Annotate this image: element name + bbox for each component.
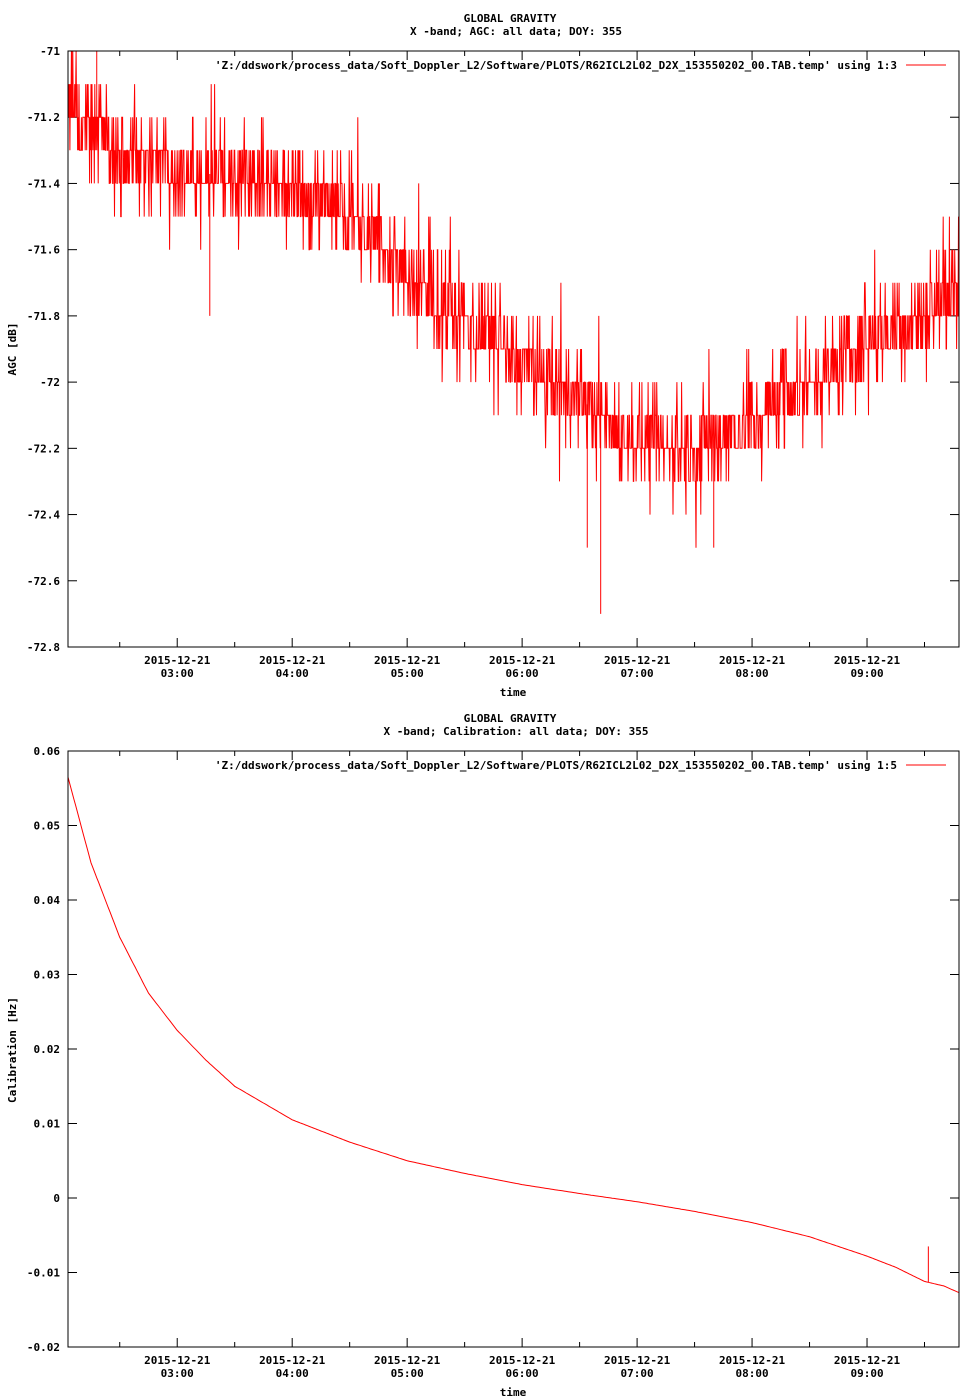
agc-y-tick-label: -72 [40, 376, 60, 389]
calibration-y-tick-label: -0.02 [27, 1341, 60, 1354]
calibration-y-tick-label: 0 [53, 1192, 60, 1205]
calibration-x-tick-time-label: 06:00 [506, 1367, 539, 1380]
agc-x-tick-date-label: 2015-12-21 [604, 654, 671, 667]
agc-y-tick-label: -71.8 [27, 310, 60, 323]
agc-y-tick-label: -72.6 [27, 575, 60, 588]
agc-y-tick-label: -71.6 [27, 244, 60, 257]
agc-y-tick-label: -72.4 [27, 509, 60, 522]
agc-x-tick-date-label: 2015-12-21 [489, 654, 556, 667]
agc-x-tick-date-label: 2015-12-21 [144, 654, 211, 667]
calibration-x-tick-time-label: 04:00 [276, 1367, 309, 1380]
calibration-chart: GLOBAL GRAVITY X -band; Calibration: all… [6, 712, 960, 1399]
agc-plot-frame [67, 50, 960, 648]
calibration-x-tick-date-label: 2015-12-21 [834, 1354, 901, 1367]
agc-x-tick-time-label: 09:00 [850, 667, 883, 680]
agc-y-tick-label: -71.2 [27, 111, 60, 124]
calibration-x-tick-date-label: 2015-12-21 [374, 1354, 441, 1367]
calibration-x-tick-date-label: 2015-12-21 [719, 1354, 786, 1367]
calibration-x-tick-time-label: 05:00 [391, 1367, 424, 1380]
calibration-y-tick-label: 0.05 [34, 820, 61, 833]
agc-chart: GLOBAL GRAVITY X -band; AGC: all data; D… [6, 12, 960, 699]
agc-x-tick-time-label: 05:00 [391, 667, 424, 680]
calibration-series-line [67, 776, 960, 1294]
calibration-plot-frame [67, 750, 960, 1348]
calibration-x-tick-time-label: 07:00 [621, 1367, 654, 1380]
calibration-y-tick-label: -0.01 [27, 1267, 60, 1280]
calibration-y-tick-label: 0.03 [34, 969, 61, 982]
agc-subtitle: X -band; AGC: all data; DOY: 355 [410, 25, 622, 38]
agc-y-tick-label: -71 [40, 45, 60, 58]
calibration-y-tick-label: 0.04 [34, 894, 61, 907]
calibration-y-tick-label: 0.01 [34, 1118, 61, 1131]
agc-x-tick-date-label: 2015-12-21 [834, 654, 901, 667]
agc-title: GLOBAL GRAVITY [464, 12, 557, 25]
calibration-subtitle: X -band; Calibration: all data; DOY: 355 [384, 725, 649, 738]
agc-x-tick-date-label: 2015-12-21 [719, 654, 786, 667]
calibration-x-tick-date-label: 2015-12-21 [489, 1354, 556, 1367]
calibration-x-tick-time-label: 09:00 [850, 1367, 883, 1380]
calibration-x-tick-date-label: 2015-12-21 [144, 1354, 211, 1367]
calibration-y-axis-label: Calibration [Hz] [6, 997, 19, 1103]
calibration-x-tick-date-label: 2015-12-21 [259, 1354, 326, 1367]
agc-y-tick-label: -71.4 [27, 177, 60, 190]
calibration-x-tick-time-label: 03:00 [161, 1367, 194, 1380]
agc-x-tick-time-label: 03:00 [161, 667, 194, 680]
calibration-title: GLOBAL GRAVITY [464, 712, 557, 725]
agc-x-tick-date-label: 2015-12-21 [259, 654, 326, 667]
calibration-y-tick-label: 0.06 [34, 745, 61, 758]
agc-x-tick-time-label: 07:00 [621, 667, 654, 680]
agc-x-tick-time-label: 04:00 [276, 667, 309, 680]
agc-x-tick-time-label: 08:00 [735, 667, 768, 680]
agc-x-tick-date-label: 2015-12-21 [374, 654, 441, 667]
calibration-x-axis-label: time [500, 1386, 527, 1399]
agc-x-axis-label: time [500, 686, 527, 699]
agc-legend-label: 'Z:/ddswork/process_data/Soft_Doppler_L2… [215, 59, 897, 72]
calibration-y-tick-label: 0.02 [34, 1043, 61, 1056]
calibration-x-tick-date-label: 2015-12-21 [604, 1354, 671, 1367]
calibration-x-tick-time-label: 08:00 [735, 1367, 768, 1380]
agc-y-axis-label: AGC [dB] [6, 323, 19, 376]
agc-y-tick-label: -72.2 [27, 442, 60, 455]
calibration-legend-label: 'Z:/ddswork/process_data/Soft_Doppler_L2… [215, 759, 897, 772]
agc-x-tick-time-label: 06:00 [506, 667, 539, 680]
agc-y-tick-label: -72.8 [27, 641, 60, 654]
agc-series-line [67, 50, 960, 548]
